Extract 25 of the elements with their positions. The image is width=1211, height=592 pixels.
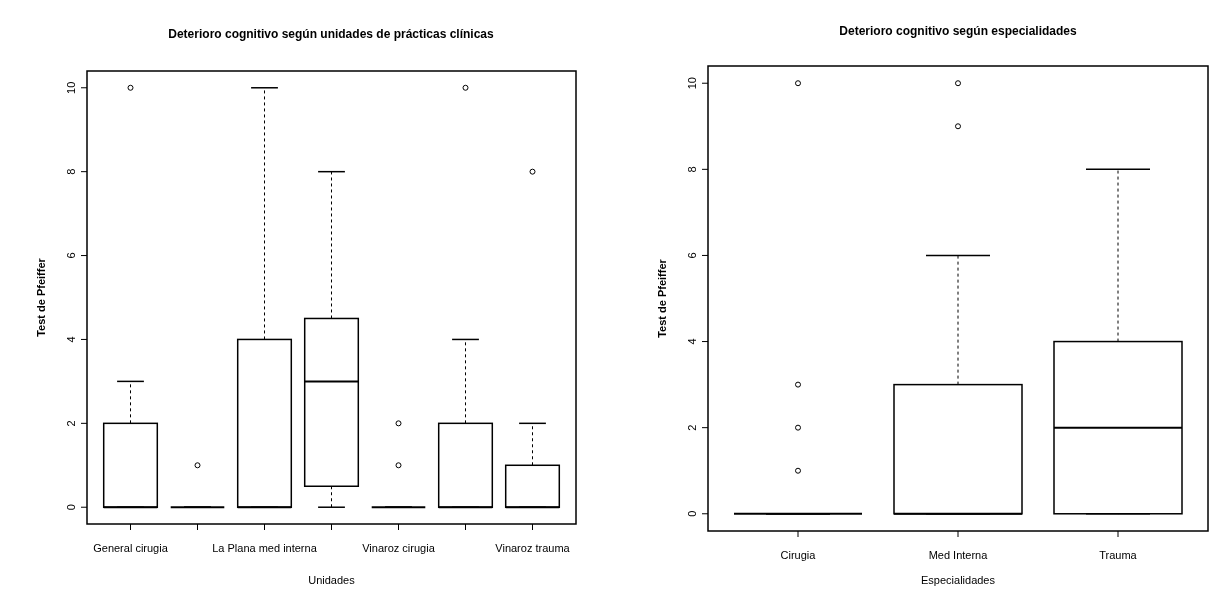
- x-axis-title: Unidades: [308, 574, 356, 586]
- y-tick-label: 4: [65, 336, 77, 343]
- x-tick-label: Trauma: [1099, 549, 1138, 561]
- chart-title: Deterioro cognitivo según unidades de prácticas clínicas: [168, 27, 495, 41]
- x-tick-label: Vinaroz trauma: [495, 542, 571, 554]
- x-tick-label: Vinaroz cirugia: [362, 542, 436, 554]
- y-tick-label: 10: [686, 77, 698, 90]
- y-axis-title: Test de Pfeiffer: [35, 257, 47, 337]
- y-tick-label: 8: [686, 166, 698, 173]
- x-axis-title: Especialidades: [921, 574, 996, 586]
- y-tick-label: 6: [65, 252, 77, 259]
- y-tick-label: 2: [65, 420, 77, 427]
- y-tick-label: 6: [686, 252, 698, 259]
- y-tick-label: 10: [65, 81, 77, 94]
- y-tick-label: 8: [65, 168, 77, 175]
- x-tick-label: General cirugia: [93, 542, 169, 554]
- y-tick-label: 0: [686, 510, 698, 517]
- x-tick-label: Cirugia: [780, 549, 817, 561]
- chart-title: Deterioro cognitivo según especialidades: [839, 24, 1078, 38]
- y-tick-label: 2: [686, 424, 698, 431]
- x-tick-label: La Plana med interna: [212, 542, 318, 554]
- y-tick-label: 0: [65, 504, 77, 511]
- x-tick-label: Med Interna: [928, 549, 989, 561]
- y-axis-title: Test de Pfeiffer: [656, 258, 668, 338]
- y-tick-label: 4: [686, 338, 698, 345]
